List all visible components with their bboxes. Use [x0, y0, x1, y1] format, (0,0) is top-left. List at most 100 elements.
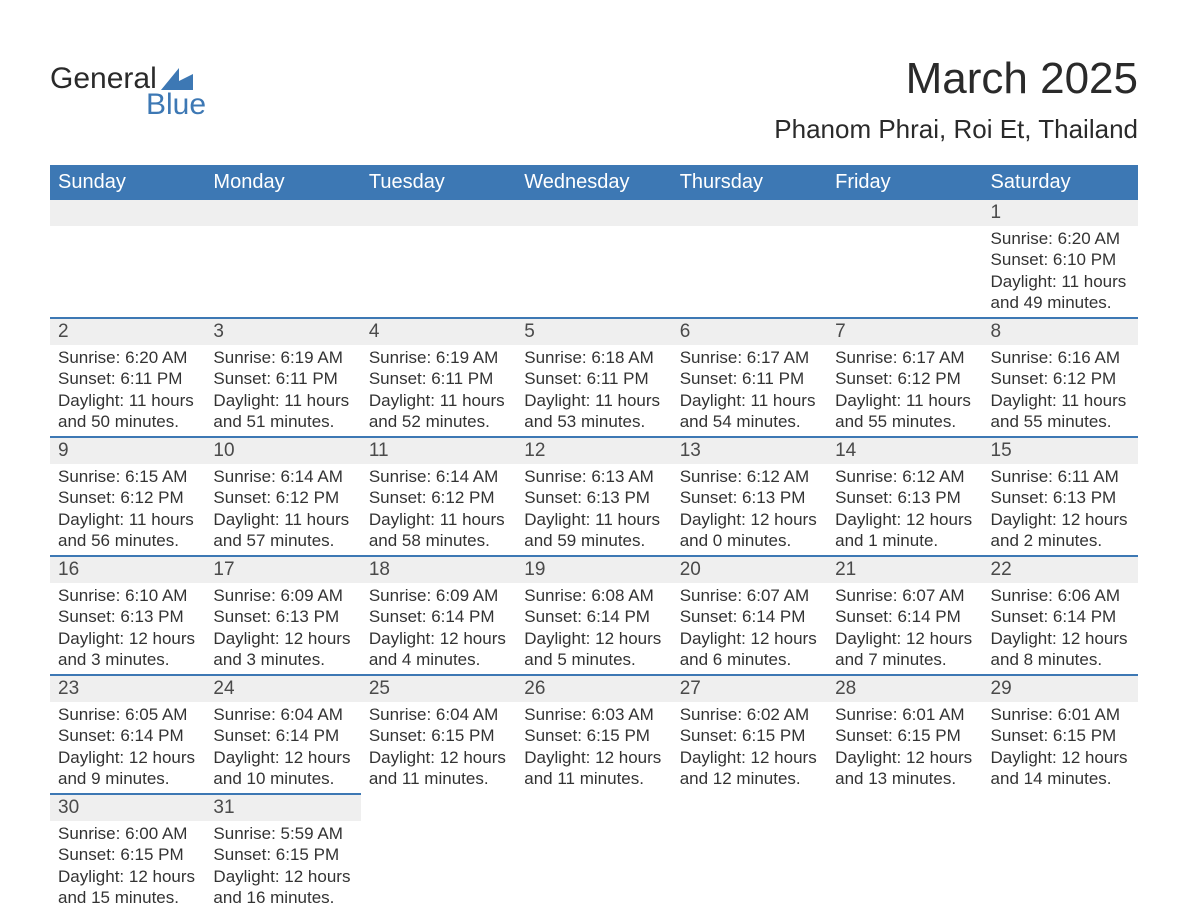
sunset-text: Sunset: 6:14 PM [835, 606, 974, 627]
day-detail-cell: Sunrise: 6:17 AMSunset: 6:12 PMDaylight:… [827, 345, 982, 437]
day-detail-cell: Sunrise: 6:17 AMSunset: 6:11 PMDaylight:… [672, 345, 827, 437]
day-detail-cell: Sunrise: 6:02 AMSunset: 6:15 PMDaylight:… [672, 702, 827, 794]
week-detail-row: Sunrise: 6:20 AMSunset: 6:10 PMDaylight:… [50, 226, 1138, 318]
day-number: 9 [58, 440, 69, 461]
week-daynum-row: 9101112131415 [50, 437, 1138, 464]
day-detail-cell: Sunrise: 6:01 AMSunset: 6:15 PMDaylight:… [827, 702, 982, 794]
day-detail-cell: Sunrise: 6:00 AMSunset: 6:15 PMDaylight:… [50, 821, 205, 912]
day-number-cell: 13 [672, 437, 827, 464]
day-detail-cell [983, 821, 1138, 912]
sunrise-text: Sunrise: 6:17 AM [835, 347, 974, 368]
daylight-text: Daylight: 11 hours and 51 minutes. [213, 390, 352, 433]
daylight-text: Daylight: 12 hours and 10 minutes. [213, 747, 352, 790]
sunrise-text: Sunrise: 6:09 AM [213, 585, 352, 606]
daylight-text: Daylight: 11 hours and 53 minutes. [524, 390, 663, 433]
day-number: 29 [991, 678, 1012, 699]
day-number: 18 [369, 559, 390, 580]
day-number-cell: 2 [50, 318, 205, 345]
sunrise-text: Sunrise: 6:17 AM [680, 347, 819, 368]
day-number: 22 [991, 559, 1012, 580]
sunset-text: Sunset: 6:11 PM [524, 368, 663, 389]
day-number-cell: 7 [827, 318, 982, 345]
day-number-cell: 10 [205, 437, 360, 464]
day-number: 5 [524, 321, 535, 342]
month-title: March 2025 [774, 54, 1138, 104]
day-number: 31 [213, 797, 234, 818]
day-number: 17 [213, 559, 234, 580]
day-number: 13 [680, 440, 701, 461]
sunset-text: Sunset: 6:13 PM [680, 487, 819, 508]
day-detail-cell: Sunrise: 6:12 AMSunset: 6:13 PMDaylight:… [827, 464, 982, 556]
sunset-text: Sunset: 6:14 PM [213, 725, 352, 746]
day-detail-cell [672, 821, 827, 912]
daylight-text: Daylight: 11 hours and 56 minutes. [58, 509, 197, 552]
sunrise-text: Sunrise: 6:14 AM [213, 466, 352, 487]
day-detail-cell [672, 226, 827, 318]
sunset-text: Sunset: 6:15 PM [58, 844, 197, 865]
sunset-text: Sunset: 6:14 PM [680, 606, 819, 627]
day-number: 11 [369, 440, 389, 461]
sunrise-text: Sunrise: 6:18 AM [524, 347, 663, 368]
day-number: 26 [524, 678, 545, 699]
logo-flag-icon [161, 68, 193, 90]
day-number-cell: 1 [983, 200, 1138, 226]
week-detail-row: Sunrise: 6:10 AMSunset: 6:13 PMDaylight:… [50, 583, 1138, 675]
sunrise-text: Sunrise: 6:03 AM [524, 704, 663, 725]
logo-text1: General [50, 62, 157, 96]
day-number-cell [50, 200, 205, 226]
day-header: Monday [205, 165, 360, 200]
daylight-text: Daylight: 11 hours and 55 minutes. [835, 390, 974, 433]
sunset-text: Sunset: 6:14 PM [369, 606, 508, 627]
day-number-cell: 31 [205, 794, 360, 821]
sunset-text: Sunset: 6:10 PM [991, 249, 1130, 270]
day-detail-cell: Sunrise: 6:09 AMSunset: 6:13 PMDaylight:… [205, 583, 360, 675]
day-number-cell: 28 [827, 675, 982, 702]
sunrise-text: Sunrise: 6:07 AM [835, 585, 974, 606]
sunset-text: Sunset: 6:12 PM [58, 487, 197, 508]
day-number: 12 [524, 440, 545, 461]
sunset-text: Sunset: 6:14 PM [991, 606, 1130, 627]
day-detail-cell: Sunrise: 6:04 AMSunset: 6:15 PMDaylight:… [361, 702, 516, 794]
sunrise-text: Sunrise: 6:01 AM [835, 704, 974, 725]
sunset-text: Sunset: 6:15 PM [680, 725, 819, 746]
daylight-text: Daylight: 11 hours and 59 minutes. [524, 509, 663, 552]
daylight-text: Daylight: 11 hours and 54 minutes. [680, 390, 819, 433]
day-detail-cell: Sunrise: 6:12 AMSunset: 6:13 PMDaylight:… [672, 464, 827, 556]
day-number-cell: 4 [361, 318, 516, 345]
day-number: 23 [58, 678, 79, 699]
day-number-cell [672, 200, 827, 226]
daylight-text: Daylight: 11 hours and 57 minutes. [213, 509, 352, 552]
daylight-text: Daylight: 12 hours and 16 minutes. [213, 866, 352, 909]
daylight-text: Daylight: 12 hours and 6 minutes. [680, 628, 819, 671]
week-daynum-row: 16171819202122 [50, 556, 1138, 583]
day-detail-cell [50, 226, 205, 318]
daylight-text: Daylight: 12 hours and 3 minutes. [58, 628, 197, 671]
daylight-text: Daylight: 11 hours and 50 minutes. [58, 390, 197, 433]
week-daynum-row: 1 [50, 200, 1138, 226]
daylight-text: Daylight: 11 hours and 55 minutes. [991, 390, 1130, 433]
day-number: 4 [369, 321, 380, 342]
day-header: Tuesday [361, 165, 516, 200]
day-number-cell [827, 200, 982, 226]
day-number-cell [672, 794, 827, 821]
day-number: 6 [680, 321, 691, 342]
sunset-text: Sunset: 6:14 PM [524, 606, 663, 627]
day-detail-cell: Sunrise: 6:20 AMSunset: 6:11 PMDaylight:… [50, 345, 205, 437]
daylight-text: Daylight: 11 hours and 52 minutes. [369, 390, 508, 433]
day-detail-cell [827, 226, 982, 318]
daylight-text: Daylight: 12 hours and 5 minutes. [524, 628, 663, 671]
sunset-text: Sunset: 6:12 PM [369, 487, 508, 508]
week-detail-row: Sunrise: 6:15 AMSunset: 6:12 PMDaylight:… [50, 464, 1138, 556]
sunset-text: Sunset: 6:15 PM [991, 725, 1130, 746]
sunset-text: Sunset: 6:13 PM [58, 606, 197, 627]
day-number: 16 [58, 559, 79, 580]
week-detail-row: Sunrise: 6:05 AMSunset: 6:14 PMDaylight:… [50, 702, 1138, 794]
sunset-text: Sunset: 6:15 PM [213, 844, 352, 865]
logo-text2: Blue [146, 88, 206, 122]
sunrise-text: Sunrise: 6:19 AM [213, 347, 352, 368]
day-detail-cell: Sunrise: 6:01 AMSunset: 6:15 PMDaylight:… [983, 702, 1138, 794]
day-detail-cell: Sunrise: 6:14 AMSunset: 6:12 PMDaylight:… [205, 464, 360, 556]
daylight-text: Daylight: 12 hours and 4 minutes. [369, 628, 508, 671]
day-detail-cell [516, 821, 671, 912]
day-header: Friday [827, 165, 982, 200]
